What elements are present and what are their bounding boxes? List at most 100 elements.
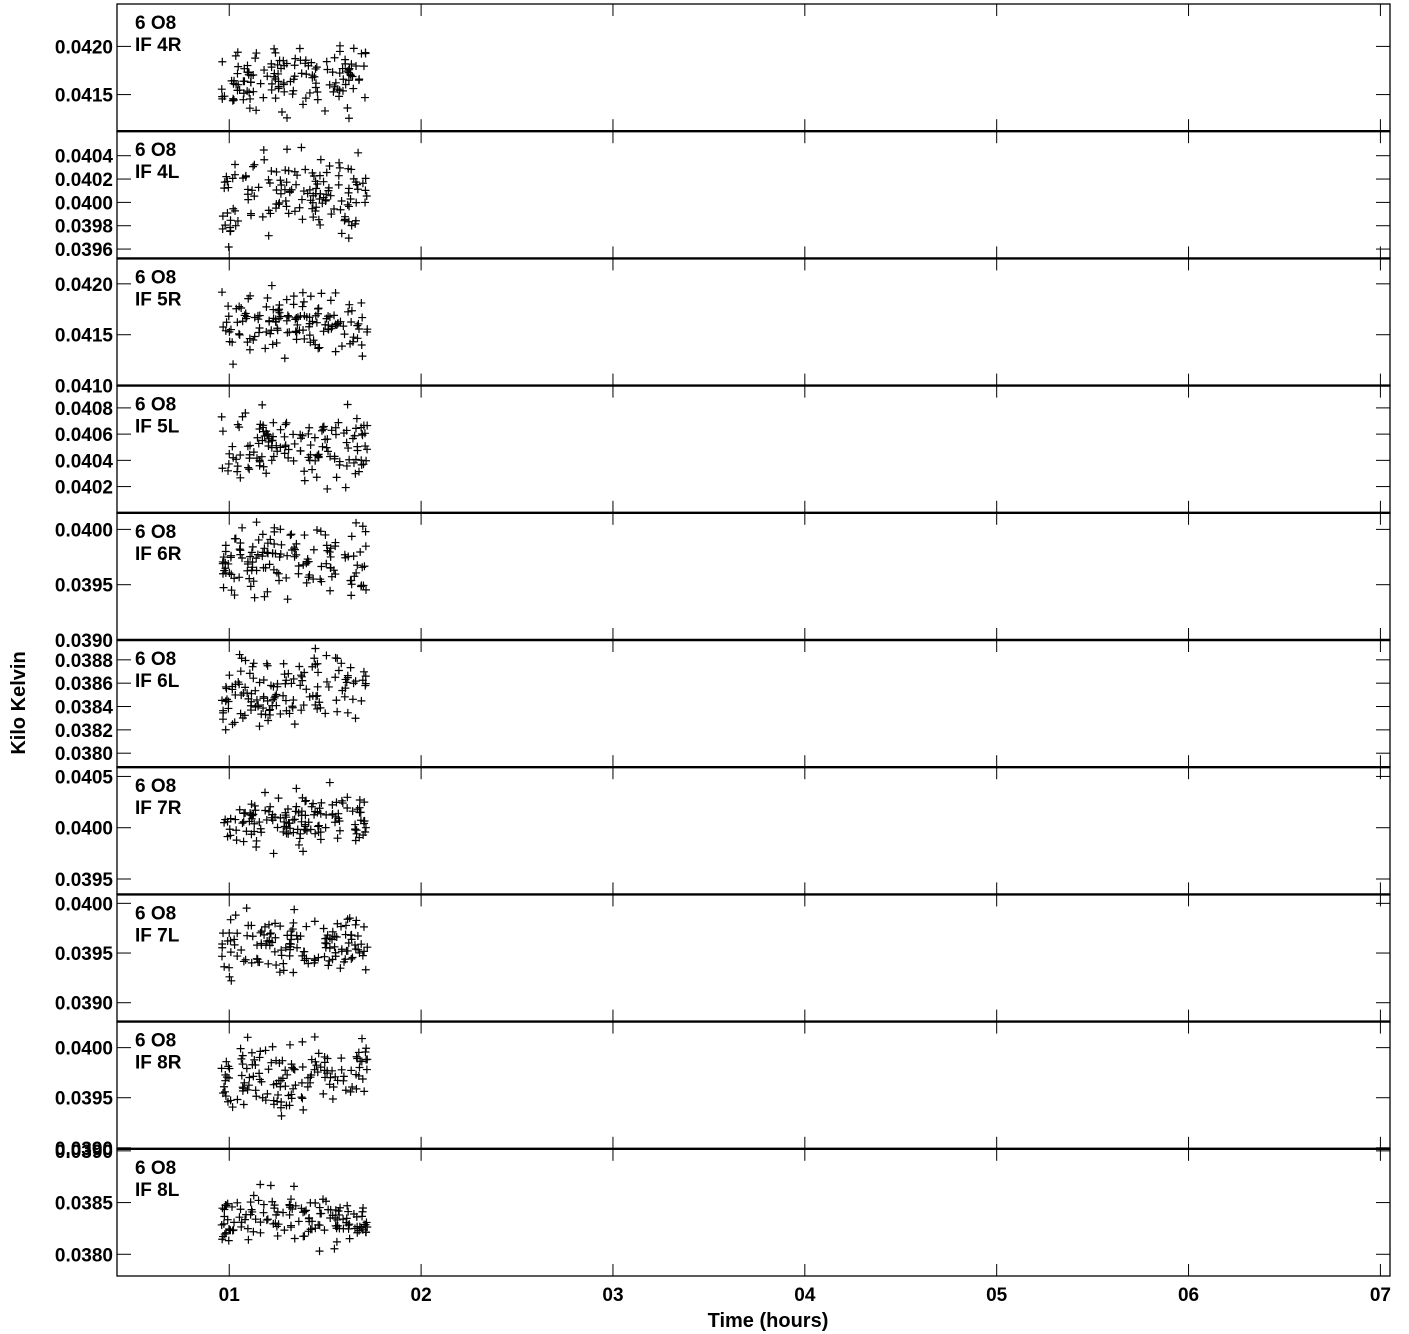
- data-point: [284, 445, 293, 454]
- data-point: [272, 185, 281, 194]
- y-tick-label: 0.0402: [55, 170, 113, 191]
- data-point: [276, 813, 285, 822]
- data-point: [270, 693, 279, 702]
- panel-source-label: 6 O8: [135, 13, 176, 34]
- data-point: [308, 73, 317, 82]
- data-point: [319, 924, 328, 933]
- data-point: [345, 202, 354, 211]
- data-point: [263, 293, 272, 302]
- data-point: [246, 552, 255, 561]
- data-point: [235, 545, 244, 554]
- data-point: [345, 1220, 354, 1229]
- data-point: [347, 165, 356, 174]
- data-point: [339, 1224, 348, 1233]
- data-point: [351, 825, 360, 834]
- data-point: [255, 1075, 264, 1084]
- data-point: [242, 1210, 251, 1219]
- data-point: [301, 797, 310, 806]
- y-tick-label: 0.0395: [55, 870, 114, 891]
- data-point: [281, 811, 290, 820]
- data-point: [354, 945, 363, 954]
- data-point: [344, 114, 353, 123]
- data-point: [316, 527, 325, 536]
- data-point: [335, 69, 344, 78]
- data-point: [313, 451, 322, 460]
- data-point: [227, 551, 236, 560]
- data-point: [276, 312, 285, 321]
- data-point: [242, 827, 251, 836]
- data-point: [279, 959, 288, 968]
- data-point: [273, 823, 282, 832]
- data-point: [305, 331, 314, 340]
- data-point: [228, 96, 237, 105]
- data-point: [341, 483, 350, 492]
- data-point: [249, 577, 258, 586]
- data-point: [276, 425, 285, 434]
- data-point: [338, 686, 347, 695]
- data-point: [297, 195, 306, 204]
- data-point: [362, 585, 371, 594]
- data-point: [289, 696, 298, 705]
- data-point: [324, 447, 333, 456]
- data-point: [221, 558, 230, 567]
- data-point: [244, 1081, 253, 1090]
- data-point: [229, 204, 238, 213]
- y-tick-label: 0.0408: [55, 399, 113, 420]
- data-point: [286, 77, 295, 86]
- data-point: [316, 220, 325, 229]
- data-point: [241, 171, 250, 180]
- data-point: [228, 338, 237, 347]
- data-point: [361, 672, 370, 681]
- data-point: [249, 162, 258, 171]
- data-point: [334, 666, 343, 675]
- data-point: [224, 302, 233, 311]
- data-point: [262, 659, 271, 668]
- data-point: [287, 1060, 296, 1069]
- data-point: [315, 194, 324, 203]
- data-point: [322, 541, 331, 550]
- data-point: [349, 458, 358, 467]
- data-point: [280, 354, 289, 363]
- data-point: [281, 679, 290, 688]
- data-point: [238, 713, 247, 722]
- data-point: [341, 921, 350, 930]
- data-point: [359, 62, 368, 71]
- data-point: [265, 178, 274, 187]
- data-point: [256, 1228, 265, 1237]
- data-point: [315, 804, 324, 813]
- data-point: [333, 654, 342, 663]
- data-point: [312, 526, 321, 534]
- data-point: [259, 1200, 268, 1209]
- data-point: [317, 289, 326, 298]
- data-point: [238, 1051, 247, 1060]
- data-point: [355, 1222, 364, 1231]
- data-point: [238, 1086, 247, 1095]
- data-point: [292, 313, 301, 322]
- data-point: [255, 818, 264, 827]
- data-point: [350, 1224, 359, 1233]
- data-point: [287, 530, 296, 539]
- data-point: [262, 1216, 271, 1225]
- data-point: [244, 1235, 253, 1244]
- data-point: [322, 1197, 331, 1206]
- data-point: [290, 1065, 299, 1074]
- data-point: [292, 784, 301, 793]
- data-point: [289, 456, 298, 465]
- data-point: [259, 93, 268, 102]
- data-point: [242, 1064, 251, 1073]
- x-tick-label: 06: [1178, 1285, 1199, 1306]
- data-point: [233, 1198, 242, 1207]
- data-point: [361, 186, 370, 195]
- data-point: [289, 674, 298, 683]
- y-tick-label: 0.0402: [55, 478, 113, 499]
- y-tick-label: 0.0385: [55, 1194, 114, 1215]
- data-point: [231, 815, 240, 824]
- data-point: [360, 798, 369, 807]
- data-point: [285, 188, 294, 197]
- data-point: [314, 1049, 323, 1058]
- data-point: [261, 563, 270, 572]
- data-point: [272, 1210, 281, 1219]
- data-point: [255, 311, 264, 320]
- data-point: [260, 930, 269, 939]
- data-point: [218, 57, 227, 66]
